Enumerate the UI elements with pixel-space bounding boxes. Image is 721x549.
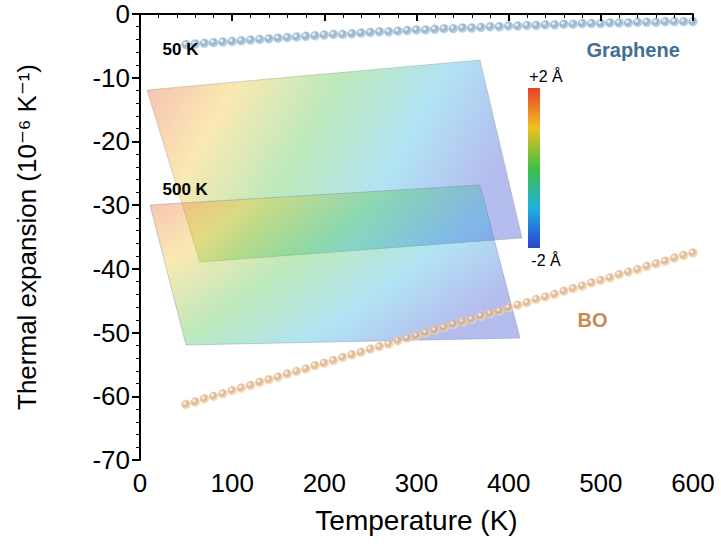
- svg-text:-20: -20: [92, 126, 130, 156]
- svg-text:-60: -60: [92, 381, 130, 411]
- svg-text:-50: -50: [92, 318, 130, 348]
- svg-text:Thermal expansion (10⁻⁶ K⁻¹): Thermal expansion (10⁻⁶ K⁻¹): [12, 64, 42, 410]
- svg-text:Temperature (K): Temperature (K): [315, 505, 517, 536]
- svg-text:0: 0: [116, 0, 130, 29]
- svg-text:0: 0: [133, 468, 147, 498]
- svg-text:200: 200: [303, 468, 346, 498]
- svg-text:-40: -40: [92, 254, 130, 284]
- svg-text:50 K: 50 K: [163, 40, 200, 59]
- svg-text:-70: -70: [92, 445, 130, 475]
- svg-text:600: 600: [671, 468, 714, 498]
- svg-text:Graphene: Graphene: [586, 39, 679, 61]
- svg-text:-10: -10: [92, 63, 130, 93]
- svg-text:+2 Å: +2 Å: [529, 67, 563, 85]
- svg-text:-2 Å: -2 Å: [531, 251, 561, 269]
- svg-text:300: 300: [395, 468, 438, 498]
- svg-text:BO: BO: [578, 309, 608, 331]
- svg-text:-30: -30: [92, 190, 130, 220]
- svg-text:400: 400: [487, 468, 530, 498]
- svg-text:500 K: 500 K: [162, 180, 208, 199]
- svg-text:100: 100: [210, 468, 253, 498]
- svg-text:500: 500: [579, 468, 622, 498]
